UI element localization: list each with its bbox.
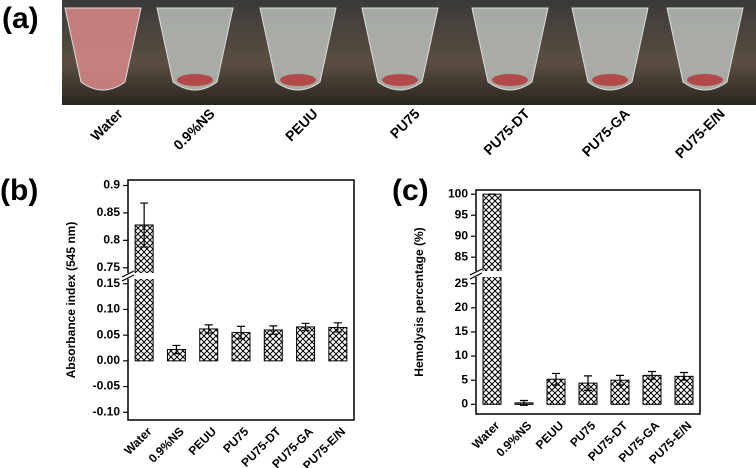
tube [156, 7, 234, 91]
tube [571, 7, 649, 91]
error-bar [333, 322, 342, 333]
y-tick-label: 0.15 [97, 276, 121, 290]
y-tick-label: 0.75 [97, 260, 121, 274]
sample-label: PU75-E/N [672, 105, 728, 161]
y-tick-label: 0.10 [97, 302, 121, 316]
bar [199, 328, 219, 362]
error-bar [648, 370, 656, 380]
y-tick-label: 5 [461, 372, 468, 386]
plot-frame [475, 189, 701, 415]
tube [361, 7, 439, 91]
y-tick-label: -0.05 [93, 379, 121, 393]
y-tick-label: 0 [461, 397, 468, 411]
sediment [177, 74, 213, 86]
x-tick-label: 0.9%NS [493, 418, 534, 459]
axis-break [121, 270, 135, 282]
error-bar [172, 344, 181, 355]
y-tick-label: 90 [455, 228, 469, 242]
sediment [687, 74, 723, 86]
sediment [592, 74, 628, 86]
axis-break-gap [122, 273, 134, 279]
x-tick-label: 0.9%NS [146, 424, 187, 465]
bar [296, 326, 316, 362]
panel-label: (a) [2, 2, 39, 35]
sediment [280, 74, 316, 86]
y-tick-label: 15 [455, 324, 469, 338]
sample-label: 0.9%NS [170, 105, 218, 153]
y-tick-label: 25 [455, 276, 469, 290]
y-tick-label: 20 [455, 300, 469, 314]
error-bar [140, 202, 149, 248]
axis-break-gap [470, 271, 482, 277]
error-bar [301, 322, 310, 332]
error-bar [204, 324, 213, 334]
panel-label: (b) [0, 174, 38, 207]
bar [482, 193, 502, 405]
y-tick-label: 85 [455, 249, 469, 263]
y-axis-label: Absorbance index (545 nm) [64, 222, 78, 379]
panel-label: (c) [392, 174, 429, 207]
tube [64, 7, 142, 91]
y-tick-label: -0.10 [93, 404, 121, 418]
error-bar [520, 399, 528, 406]
y-axis-label: Hemolysis percentage (%) [412, 227, 426, 376]
error-bar [269, 325, 278, 335]
sediment [382, 74, 418, 86]
sample-label: Water [87, 105, 126, 144]
x-tick-label: PEUU [533, 418, 566, 451]
sample-label: PEUU [282, 105, 321, 144]
y-tick-label: 100 [448, 186, 468, 200]
sample-label: PU75 [387, 105, 423, 141]
sample-label: PU75-DT [480, 105, 533, 158]
error-bar [680, 371, 688, 381]
x-tick-label: PEUU [186, 424, 219, 457]
tube [471, 7, 549, 91]
error-bar [584, 375, 592, 391]
sediment [492, 74, 528, 86]
y-tick-label: 0.85 [97, 205, 121, 219]
axis-break-gap [133, 273, 156, 279]
axis-break-gap [481, 271, 503, 277]
y-tick-label: 95 [455, 207, 469, 221]
plot-frame [127, 179, 355, 421]
sample-label: PU75-GA [579, 105, 633, 159]
y-tick-label: 0.05 [97, 327, 121, 341]
tube [259, 7, 337, 91]
error-bar [237, 325, 245, 340]
y-tick-label: 0.00 [97, 353, 121, 367]
axis-break [469, 268, 483, 280]
error-bar [616, 374, 624, 386]
tube [666, 7, 744, 91]
y-tick-label: 0.8 [103, 233, 120, 247]
error-bar [552, 372, 560, 386]
y-tick-label: 10 [455, 348, 469, 362]
y-tick-label: 0.9 [103, 178, 120, 192]
